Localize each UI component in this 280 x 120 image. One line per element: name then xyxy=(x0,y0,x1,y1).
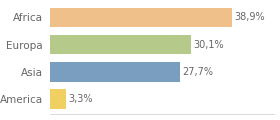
Text: 3,3%: 3,3% xyxy=(69,94,93,104)
Bar xyxy=(50,8,232,27)
Text: 27,7%: 27,7% xyxy=(183,67,213,77)
Text: 30,1%: 30,1% xyxy=(194,40,224,50)
Bar xyxy=(50,35,191,54)
Text: 38,9%: 38,9% xyxy=(235,12,265,22)
Bar xyxy=(50,62,180,82)
Bar xyxy=(50,89,66,109)
